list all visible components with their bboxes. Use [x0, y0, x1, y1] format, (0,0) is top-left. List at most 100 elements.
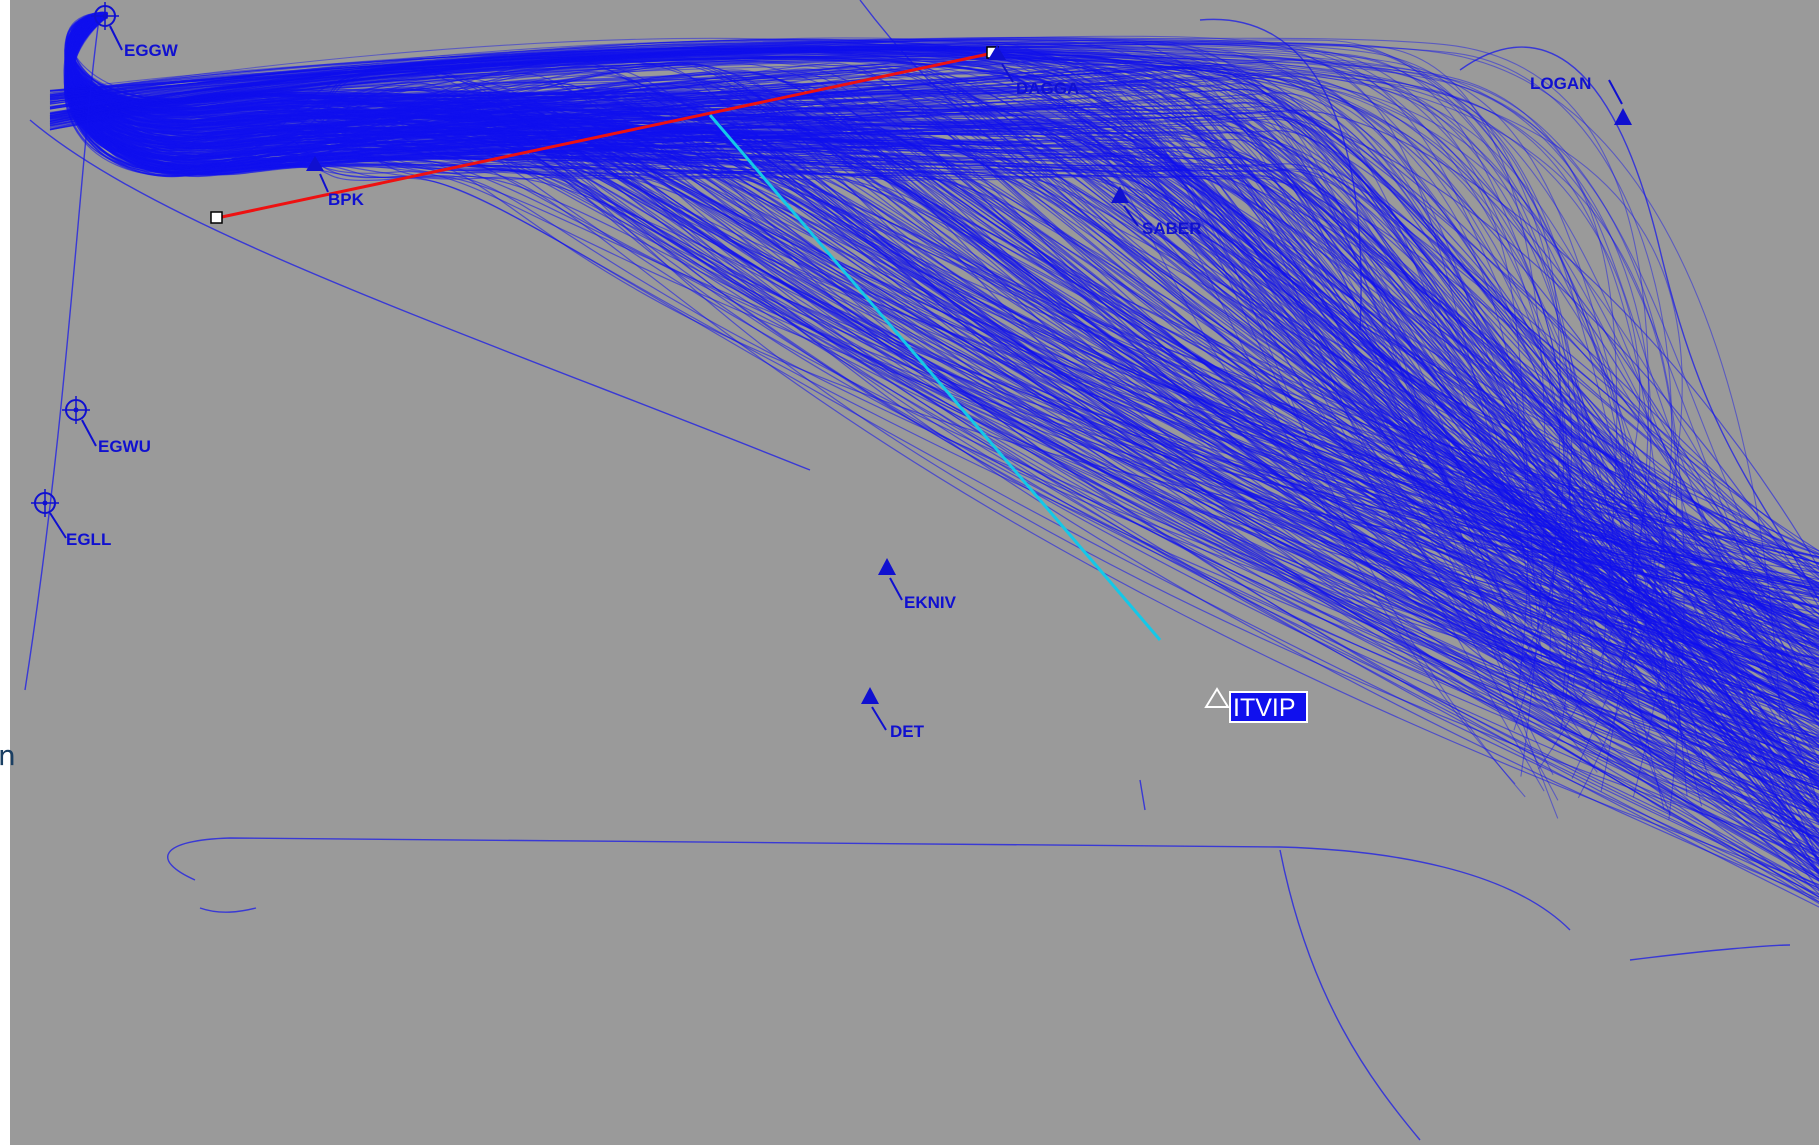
flight-track — [49, 43, 1766, 646]
gate-line[interactable] — [708, 114, 1162, 641]
flight-track — [49, 48, 1696, 637]
flight-track — [66, 13, 1819, 853]
flight-track — [49, 57, 1688, 797]
flight-track — [49, 39, 1750, 701]
measure-start-handle[interactable] — [210, 211, 223, 224]
flight-track — [49, 41, 1671, 723]
flight-track — [49, 42, 1665, 701]
flight-track — [49, 54, 1703, 807]
waypoint-DET[interactable]: DET — [861, 687, 925, 741]
flight-track — [49, 47, 1686, 748]
flight-track — [49, 50, 1683, 779]
flight-track — [49, 52, 1672, 816]
flight-track — [49, 49, 1733, 705]
flight-track — [49, 56, 1741, 630]
flight-track — [49, 43, 1635, 655]
airport-EGGW[interactable]: EGGW — [91, 2, 179, 60]
flight-track — [49, 47, 1638, 671]
flight-track — [49, 46, 1704, 814]
flight-track — [49, 55, 1613, 685]
flight-track — [49, 58, 1706, 764]
waypoint-SABER[interactable]: SABER — [1111, 186, 1202, 238]
flight-track — [68, 14, 1819, 671]
flight-track — [49, 54, 1819, 817]
waypoint-label: BPK — [328, 190, 365, 209]
flight-track — [49, 46, 1538, 701]
flight-track — [49, 46, 1552, 696]
flight-track — [49, 56, 1665, 764]
flight-track — [49, 49, 1573, 665]
waypoint-LOGAN[interactable]: LOGAN — [1530, 74, 1632, 125]
airport-icon — [31, 489, 59, 517]
flight-track — [49, 54, 1618, 694]
waypoint-label: SABER — [1142, 219, 1202, 238]
flight-track — [69, 11, 1819, 610]
waypoint-BPK[interactable]: BPK — [306, 156, 365, 209]
flight-track — [68, 11, 1819, 772]
flight-track — [70, 15, 1819, 688]
flight-track — [49, 44, 1673, 799]
highlight-label: ITVIP — [1233, 694, 1296, 722]
flight-track — [49, 49, 1568, 711]
airport-EGLL[interactable]: EGLL — [31, 489, 111, 549]
airport-EGWU[interactable]: EGWU — [62, 396, 151, 456]
triangle-icon — [861, 687, 879, 704]
flight-track — [49, 37, 1596, 691]
flight-track — [49, 49, 1554, 775]
waypoint-ITVIP[interactable]: ITVIP — [1204, 687, 1308, 723]
flight-track — [49, 37, 1562, 720]
flight-track — [68, 15, 1819, 726]
flight-track — [49, 45, 1665, 670]
flight-track — [49, 60, 1660, 630]
flight-track — [65, 12, 1819, 779]
flight-track — [49, 48, 1809, 703]
flight-track — [69, 16, 1819, 760]
flight-track — [69, 11, 1819, 684]
triangle-icon — [878, 558, 896, 575]
flight-track — [49, 60, 1806, 685]
flight-track — [49, 47, 1738, 696]
flight-track — [49, 49, 1634, 694]
waypoint-EKNIV[interactable]: EKNIV — [878, 558, 957, 612]
flight-track — [49, 58, 1526, 798]
flight-track — [69, 14, 1819, 875]
flight-track — [49, 48, 1511, 626]
flight-track — [49, 46, 1543, 659]
airport-icon — [91, 2, 119, 30]
flight-track — [49, 57, 1732, 650]
waypoint-DAGGA[interactable]: DAGGA — [988, 45, 1079, 98]
flight-track — [199, 907, 257, 913]
flight-track — [49, 48, 1685, 820]
hollow-triangle-icon — [1204, 687, 1230, 708]
flight-track — [49, 39, 1753, 758]
flight-track — [49, 55, 1819, 642]
map-viewport[interactable]: EGGW EGWU EGLL B — [10, 0, 1819, 1145]
flight-tracks-layer — [49, 11, 1819, 908]
flight-track — [49, 54, 1561, 658]
flight-track — [49, 46, 1676, 672]
flight-track — [66, 13, 1819, 787]
flight-track — [49, 42, 1801, 659]
flight-track — [64, 15, 1819, 882]
flight-track — [1199, 18, 1362, 331]
flight-track — [68, 15, 1819, 657]
flight-track — [66, 15, 1819, 845]
flight-track — [49, 48, 1819, 624]
flight-track — [49, 38, 1737, 803]
map-canvas[interactable]: EGGW EGWU EGLL B — [10, 0, 1819, 1145]
flight-track — [49, 53, 1671, 732]
flight-track — [49, 46, 1663, 696]
flight-track — [49, 40, 1813, 764]
flight-track — [66, 11, 1819, 871]
flight-track — [49, 50, 1529, 699]
flight-track — [70, 14, 1819, 812]
flight-track — [49, 48, 1678, 647]
flight-track — [29, 119, 811, 471]
flight-track — [49, 46, 1599, 682]
flight-track — [49, 36, 1763, 627]
flight-track — [49, 39, 1736, 811]
flight-track — [49, 43, 1634, 632]
flight-track — [71, 13, 1819, 672]
flight-track — [167, 837, 1571, 931]
flight-track — [49, 54, 1572, 700]
